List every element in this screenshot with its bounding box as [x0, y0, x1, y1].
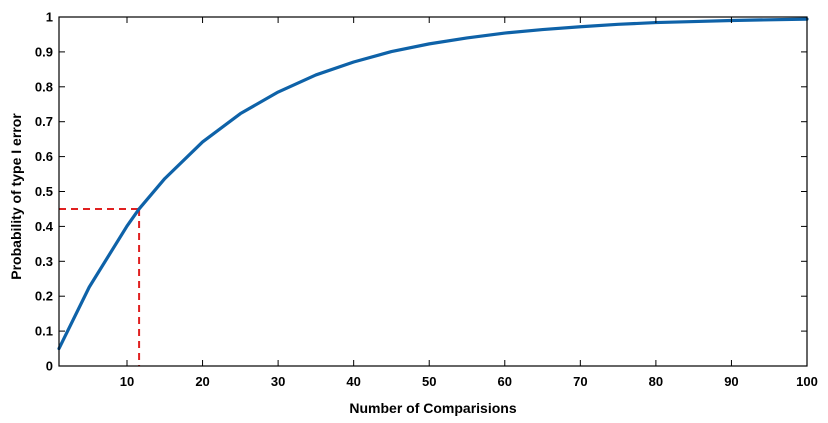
y-tick-label: 0.5 [35, 184, 53, 199]
x-tick-label: 90 [724, 374, 738, 389]
x-tick-label: 30 [271, 374, 285, 389]
y-tick-label: 0 [46, 359, 53, 374]
x-tick-label: 20 [195, 374, 209, 389]
x-tick-label: 60 [498, 374, 512, 389]
y-tick-label: 0.3 [35, 254, 53, 269]
y-tick-label: 0.8 [35, 79, 53, 94]
series-layer [57, 17, 809, 351]
y-tick-label: 0.9 [35, 44, 53, 59]
series-line [57, 17, 809, 351]
annotation-layer [59, 207, 141, 366]
y-tick-label: 0.6 [35, 149, 53, 164]
plot-frame [58, 16, 808, 367]
y-axis-title: Probability of type I error [8, 113, 24, 280]
y-tick-label: 0.1 [35, 324, 53, 339]
x-axis-title: Number of Comparisions [349, 400, 516, 416]
y-axis-ticks: 0 0.1 0.2 0.3 0.4 0.5 0.6 0.7 0.8 0.9 1 [35, 10, 807, 374]
x-tick-label: 10 [120, 374, 134, 389]
x-tick-label: 50 [422, 374, 436, 389]
y-tick-label: 0.2 [35, 289, 53, 304]
x-tick-label: 70 [573, 374, 587, 389]
x-tick-label: 100 [796, 374, 818, 389]
x-tick-label: 40 [346, 374, 360, 389]
y-tick-label: 0.7 [35, 114, 53, 129]
x-axis-ticks: 10 20 30 40 50 60 70 80 90 100 [120, 17, 818, 389]
y-tick-label: 0.4 [35, 219, 54, 234]
x-tick-label: 80 [649, 374, 663, 389]
y-tick-label: 1 [46, 10, 53, 25]
